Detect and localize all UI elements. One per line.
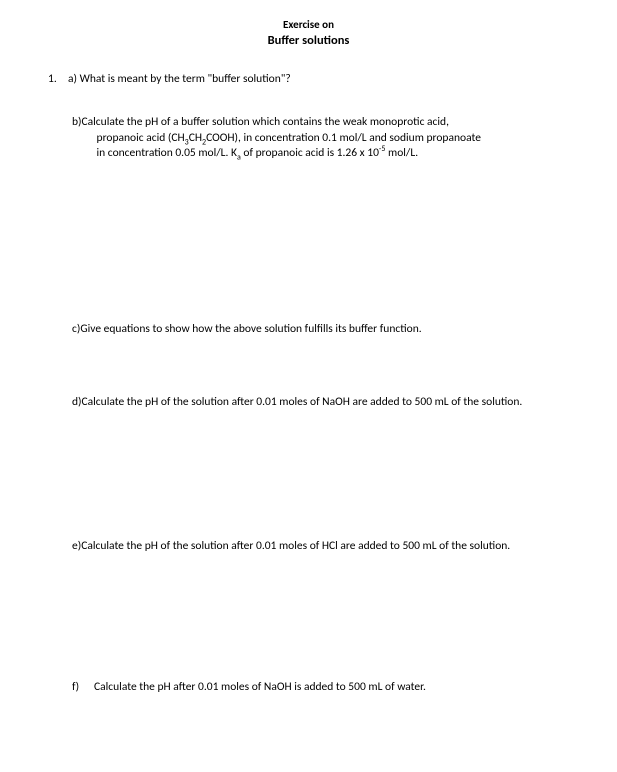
part-b-label: b) (72, 115, 82, 162)
question-number: 1. (48, 72, 68, 88)
question-1c: c) Give equations to show how the above … (48, 322, 569, 338)
question-1f: f) Calculate the pH after 0.01 moles of … (48, 680, 569, 696)
part-f-label: f) (72, 680, 92, 696)
header-subtitle: Exercise on (48, 18, 569, 33)
question-list: 1.a) What is meant by the term "buffer s… (48, 72, 569, 696)
part-a-text: What is meant by the term "buffer soluti… (80, 72, 291, 86)
question-1b: b) Calculate the pH of a buffer solution… (48, 115, 569, 162)
part-d-label: d) (72, 395, 82, 411)
part-f-text: Calculate the pH after 0.01 moles of NaO… (92, 680, 569, 696)
question-1a: 1.a) What is meant by the term "buffer s… (48, 72, 569, 88)
part-e-label: e) (72, 539, 81, 555)
question-1d: d) Calculate the pH of the solution afte… (48, 395, 569, 411)
part-c-text: Give equations to show how the above sol… (80, 322, 569, 338)
part-b-content: Calculate the pH of a buffer solution wh… (82, 115, 569, 162)
question-1e: e) Calculate the pH of the solution afte… (48, 539, 569, 555)
part-d-text: Calculate the pH of the solution after 0… (82, 395, 569, 411)
part-a-label: a) (68, 72, 80, 86)
document-header: Exercise on Buffer solutions (48, 18, 569, 50)
part-c-label: c) (72, 322, 80, 338)
header-title: Buffer solutions (48, 33, 569, 50)
part-e-text: Calculate the pH of the solution after 0… (81, 539, 569, 555)
